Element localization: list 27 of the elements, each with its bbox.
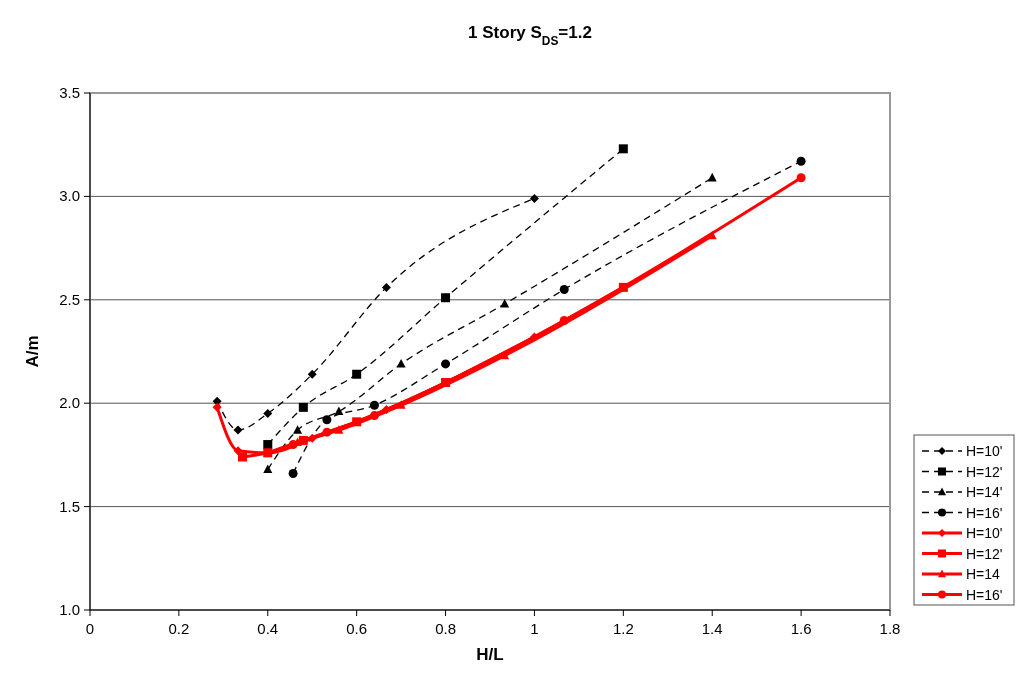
x-tick-label: 0 <box>85 620 95 637</box>
x-tick-label: 1.6 <box>790 620 812 637</box>
y-tick-label: 1.5 <box>59 497 80 515</box>
x-tick-label: 0.4 <box>257 620 279 637</box>
legend-label: H=12' <box>966 545 1003 562</box>
legend-label: H=14' <box>966 484 1003 500</box>
y-tick-label: 2.0 <box>59 394 80 412</box>
legend-label: H=14 <box>966 566 1001 582</box>
legend-label: H=16' <box>966 504 1003 521</box>
chart-title: 1 Story S$_{DS}$=1.2 <box>468 23 592 48</box>
x-tick-label: 1.4 <box>701 620 723 637</box>
legend-label: H=10' <box>966 443 1003 459</box>
y-tick-label: 3.5 <box>59 84 80 101</box>
x-tick-label: 0.2 <box>168 620 190 637</box>
y-axis-title: A/m <box>23 335 42 368</box>
x-axis-title: H/L <box>476 645 504 664</box>
x-tick-label: 1.8 <box>879 620 901 637</box>
legend-label: H=10' <box>966 525 1003 541</box>
y-tick-label: 1.0 <box>59 601 80 618</box>
x-tick-label: 0.6 <box>346 620 368 637</box>
x-tick-label: 0.8 <box>435 620 456 637</box>
y-tick-label: 3.0 <box>59 187 80 205</box>
y-tick-label: 2.5 <box>59 290 80 308</box>
legend-label: H=16' <box>966 586 1003 603</box>
legend-label: H=12' <box>966 463 1003 480</box>
x-tick-label: 1.2 <box>612 620 634 637</box>
x-tick-label: 1 <box>530 620 539 637</box>
